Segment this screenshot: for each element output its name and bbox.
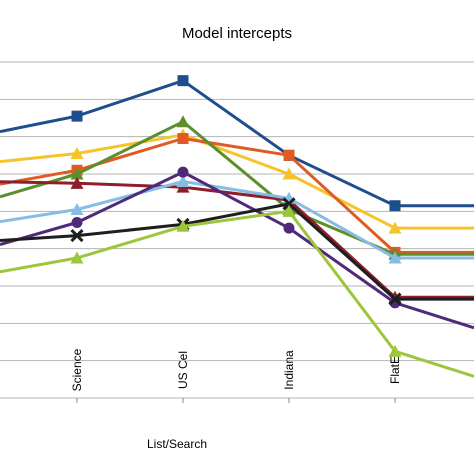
- data-point: [71, 110, 83, 122]
- data-point: [70, 202, 84, 215]
- series-path: [0, 180, 474, 299]
- grid: [0, 61, 474, 399]
- x-tick-label: Indiana: [282, 350, 296, 390]
- series-path: [0, 120, 474, 256]
- x-tick-label: FlatE: [388, 356, 402, 384]
- data-point: [176, 219, 190, 232]
- data-point: [283, 149, 295, 161]
- data-point: [282, 167, 296, 180]
- x-axis-label: List/Search: [147, 437, 207, 451]
- series-group: [0, 75, 474, 378]
- data-point: [70, 251, 84, 264]
- data-point: [176, 115, 190, 128]
- series-line-9: [0, 204, 474, 378]
- data-point: [388, 251, 402, 264]
- data-point: [388, 292, 402, 306]
- series-path: [0, 209, 474, 378]
- series-path: [0, 133, 474, 230]
- series-path: [0, 137, 474, 254]
- data-point: [389, 200, 401, 212]
- data-point: [388, 344, 402, 357]
- data-point: [177, 166, 189, 178]
- data-point: [70, 176, 84, 189]
- series-path: [0, 170, 474, 330]
- series-path: [0, 180, 474, 260]
- x-axis: Science US Cel Indiana FlatE: [70, 348, 402, 403]
- x-tick-label: Science: [70, 348, 84, 391]
- series-path: [0, 79, 474, 208]
- data-point: [282, 204, 296, 217]
- chart-title: Model intercepts: [182, 25, 292, 42]
- data-point: [176, 174, 190, 187]
- data-point: [70, 146, 84, 159]
- data-point: [177, 75, 189, 87]
- data-point: [70, 167, 84, 180]
- data-point: [388, 221, 402, 234]
- data-point: [70, 229, 84, 243]
- series-line-3: [0, 133, 474, 258]
- data-point: [177, 133, 189, 145]
- data-point: [282, 197, 296, 211]
- series-path: [0, 202, 474, 301]
- data-point: [71, 217, 83, 229]
- data-point: [283, 222, 295, 234]
- x-tick-label: US Cel: [176, 351, 190, 389]
